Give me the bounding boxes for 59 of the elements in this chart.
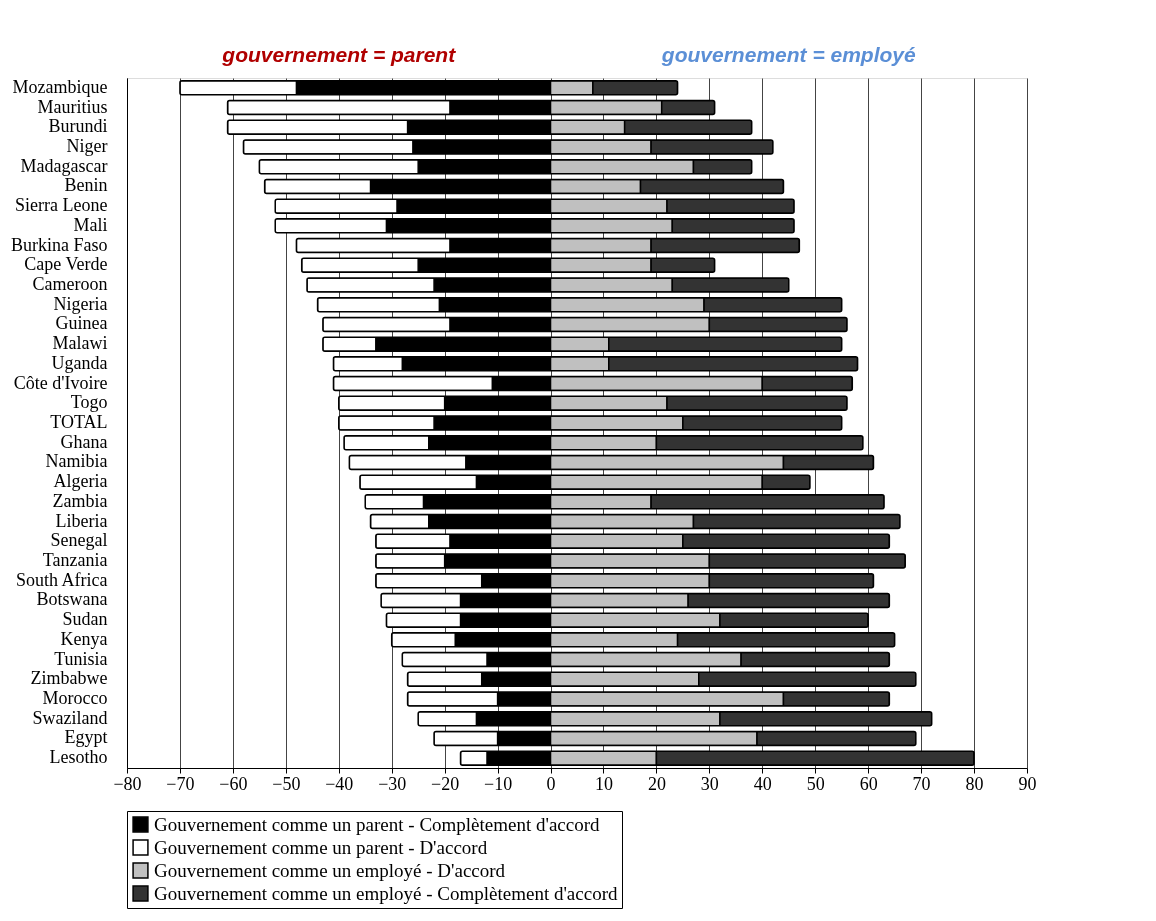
- y-tick-label: Uganda: [51, 352, 108, 373]
- x-tick-label: −20: [431, 773, 460, 794]
- y-tick-label: Botswana: [36, 589, 108, 610]
- x-tick-label: −40: [325, 773, 354, 794]
- y-tick-label: Sierra Leone: [15, 195, 108, 216]
- legend-label: Gouvernement comme un employé - Complètement d'accord: [154, 882, 618, 904]
- y-tick-label: Mali: [73, 214, 108, 235]
- y-tick-label: Algeria: [53, 471, 108, 492]
- y-tick-label: Senegal: [50, 530, 108, 551]
- y-tick-label: Nigeria: [53, 293, 108, 314]
- y-tick-label: Swaziland: [32, 707, 108, 728]
- legend-label: Gouvernement comme un parent - D'accord: [154, 836, 488, 858]
- text: gouvernement = parent: [221, 43, 457, 66]
- y-tick-label: Tunisia: [54, 648, 108, 669]
- y-tick-label: Cape Verde: [24, 254, 108, 275]
- y-tick-label: Niger: [66, 136, 108, 156]
- x-tick-label: −50: [272, 773, 301, 794]
- y-tick-label: Zimbabwe: [30, 668, 108, 689]
- y-tick-label: Lesotho: [49, 747, 108, 768]
- y-tick-label: Liberia: [55, 510, 108, 531]
- y-tick-label: Tanzania: [42, 550, 108, 570]
- y-tick-label: Egypt: [64, 727, 108, 748]
- y-tick-label: South Africa: [16, 569, 108, 590]
- y-tick-label: Kenya: [60, 628, 108, 649]
- x-tick-label: −30: [378, 773, 407, 794]
- x-tick-label: −70: [166, 773, 195, 794]
- legend-label: Gouvernement comme un employé - D'accord: [154, 859, 506, 881]
- x-tick-label: 40: [753, 773, 772, 794]
- x-tick-label: −10: [484, 773, 513, 794]
- y-tick-label: Cameroon: [32, 274, 108, 294]
- x-tick-label: 50: [806, 773, 825, 794]
- y-tick-label: Mozambique: [12, 76, 108, 97]
- y-tick-label: Sudan: [62, 609, 108, 630]
- y-tick-label: Ghana: [60, 431, 108, 452]
- y-tick-label: Madagascar: [20, 155, 108, 176]
- y-tick-label: Benin: [64, 175, 108, 196]
- y-tick-label: Malawi: [52, 333, 108, 354]
- legend-label: Gouvernement comme un parent - Complètement d'accord: [154, 813, 601, 835]
- x-tick-label: 80: [965, 773, 984, 794]
- y-tick-label: Guinea: [55, 313, 108, 334]
- x-tick-label: 90: [1018, 773, 1037, 794]
- y-tick-label: Namibia: [45, 451, 108, 472]
- y-tick-label: TOTAL: [50, 412, 108, 432]
- x-tick-label: 60: [859, 773, 878, 794]
- text: gouvernement = employé: [660, 43, 916, 66]
- x-tick-label: 0: [546, 773, 556, 794]
- y-tick-label: Morocco: [42, 688, 108, 708]
- x-tick-label: −60: [219, 773, 248, 794]
- y-tick-label: Mauritius: [37, 96, 108, 117]
- x-tick-label: 30: [700, 773, 719, 794]
- y-tick-label: Zambia: [52, 490, 108, 511]
- y-tick-label: Burkina Faso: [11, 234, 108, 255]
- x-tick-label: −80: [113, 773, 142, 794]
- y-tick-label: Togo: [70, 392, 108, 413]
- y-tick-label: Burundi: [48, 116, 108, 137]
- x-tick-label: 20: [647, 773, 666, 794]
- x-tick-label: 70: [912, 773, 931, 794]
- x-tick-label: 10: [594, 773, 613, 794]
- y-tick-label: Côte d'Ivoire: [13, 372, 108, 393]
